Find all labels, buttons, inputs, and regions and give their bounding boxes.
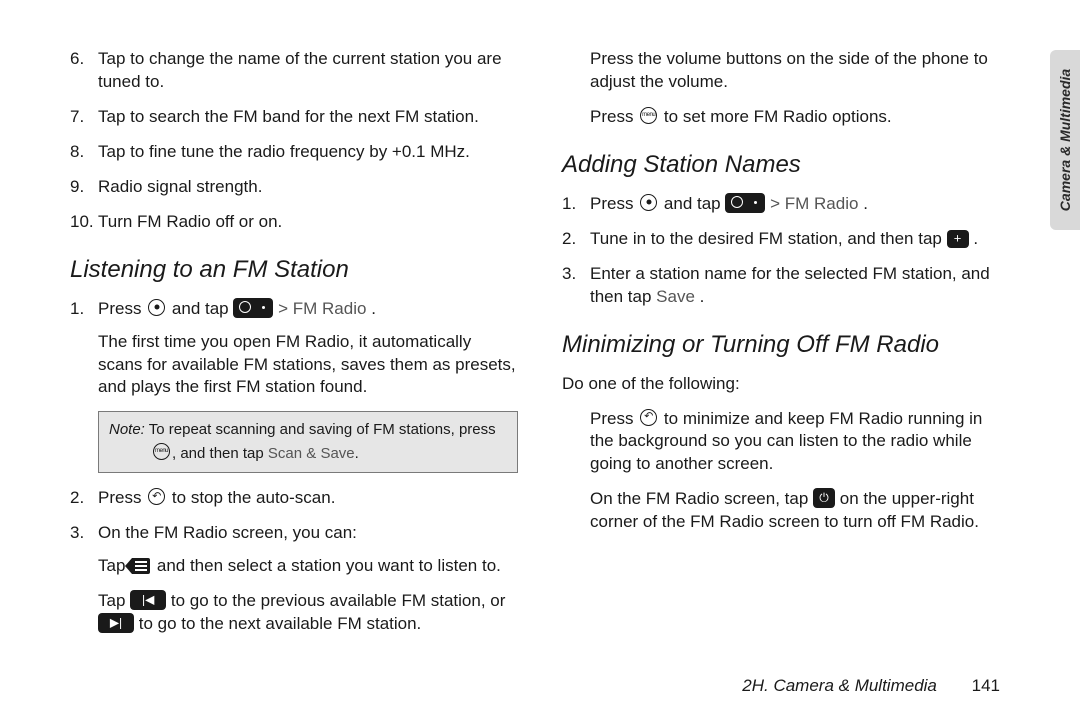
left-column: Tap to change the name of the current st… <box>70 48 518 648</box>
option-para: Press to minimize and keep FM Radio runn… <box>562 408 1010 477</box>
list-item: Turn FM Radio off or on. <box>70 211 518 234</box>
list-item: Enter a station name for the selected FM… <box>562 263 1010 309</box>
list-item: Tap to change the name of the current st… <box>70 48 518 94</box>
list-item: On the FM Radio screen, you can: Tap and… <box>70 522 518 636</box>
menu-path: FM Radio <box>785 194 859 213</box>
power-icon <box>813 488 835 508</box>
list-item: Tap to search the FM band for the next F… <box>70 106 518 129</box>
text: Press <box>98 299 146 318</box>
text: to go to the next available FM station. <box>139 614 422 633</box>
text: . <box>973 229 978 248</box>
step-description: The first time you open FM Radio, it aut… <box>98 331 518 400</box>
back-icon <box>148 488 165 505</box>
list-item: Radio signal strength. <box>70 176 518 199</box>
menu-icon <box>153 443 170 460</box>
page-footer: 2H. Camera & Multimedia 141 <box>742 676 1000 696</box>
previous-station-icon <box>130 590 166 610</box>
text: . <box>371 299 376 318</box>
option-para: On the FM Radio screen, tap on the upper… <box>562 488 1010 534</box>
text: and tap <box>172 299 233 318</box>
text: Tap <box>98 591 130 610</box>
text: . <box>700 287 705 306</box>
adding-steps: Press and tap > FM Radio . Tune in to th… <box>562 193 1010 309</box>
next-station-icon <box>98 613 134 633</box>
list-item: Press to stop the auto-scan. <box>70 487 518 510</box>
text: Press <box>590 409 638 428</box>
right-column: Press the volume buttons on the side of … <box>562 48 1010 648</box>
note-continuation: , and then tap Scan & Save. <box>109 443 507 464</box>
home-icon <box>640 194 657 211</box>
continuation-list: Tap to change the name of the current st… <box>70 48 518 234</box>
intro-para: Do one of the following: <box>562 373 1010 396</box>
menu-item: Scan & Save <box>268 445 355 462</box>
text: Enter a station name for the selected FM… <box>590 264 990 306</box>
text: Press <box>590 194 638 213</box>
text: . <box>863 194 868 213</box>
menu-icon <box>640 107 657 124</box>
list-item: Press and tap > FM Radio . The first tim… <box>70 298 518 473</box>
text: to stop the auto-scan. <box>172 488 336 507</box>
text: , and then tap <box>172 445 268 462</box>
text: On the FM Radio screen, tap <box>590 489 813 508</box>
text: On the FM Radio screen, you can: <box>98 523 357 542</box>
text: . <box>355 445 359 462</box>
station-list-icon <box>132 558 150 574</box>
section-label: 2H. Camera & Multimedia <box>742 676 937 695</box>
add-icon <box>947 230 969 248</box>
text: Press <box>590 107 638 126</box>
text: to go to the previous available FM stati… <box>171 591 506 610</box>
text: Press <box>98 488 146 507</box>
text: to set more FM Radio options. <box>664 107 892 126</box>
heading-listening: Listening to an FM Station <box>70 256 518 284</box>
text: > <box>278 299 293 318</box>
chapter-tab: Camera & Multimedia <box>1050 50 1080 230</box>
text: and then select a station you want to li… <box>157 556 501 575</box>
note-box: Note: To repeat scanning and saving of F… <box>98 411 518 473</box>
back-icon <box>640 409 657 426</box>
note-label: Note: <box>109 421 145 438</box>
heading-adding-names: Adding Station Names <box>562 151 1010 179</box>
list-item: Tune in to the desired FM station, and t… <box>562 228 1010 251</box>
text: and tap <box>664 194 725 213</box>
note-text: To repeat scanning and saving of FM stat… <box>149 421 496 438</box>
chapter-tab-label: Camera & Multimedia <box>1057 50 1073 230</box>
page-number: 141 <box>972 676 1000 695</box>
text: Tune in to the desired FM station, and t… <box>590 229 947 248</box>
camera-app-icon <box>725 193 765 213</box>
continuation-para: Press the volume buttons on the side of … <box>562 48 1010 94</box>
sub-bullet: Tap to go to the previous available FM s… <box>98 590 518 636</box>
button-label: Save <box>656 287 695 306</box>
sub-bullet: Tap and then select a station you want t… <box>98 555 518 578</box>
list-item: Tap to fine tune the radio frequency by … <box>70 141 518 164</box>
camera-app-icon <box>233 298 273 318</box>
home-icon <box>148 299 165 316</box>
list-item: Press and tap > FM Radio . <box>562 193 1010 216</box>
continuation-para: Press to set more FM Radio options. <box>562 106 1010 129</box>
menu-path: FM Radio <box>293 299 367 318</box>
text: > <box>770 194 785 213</box>
heading-minimizing: Minimizing or Turning Off FM Radio <box>562 331 1010 359</box>
page-content: Tap to change the name of the current st… <box>0 0 1080 678</box>
listening-steps: Press and tap > FM Radio . The first tim… <box>70 298 518 636</box>
